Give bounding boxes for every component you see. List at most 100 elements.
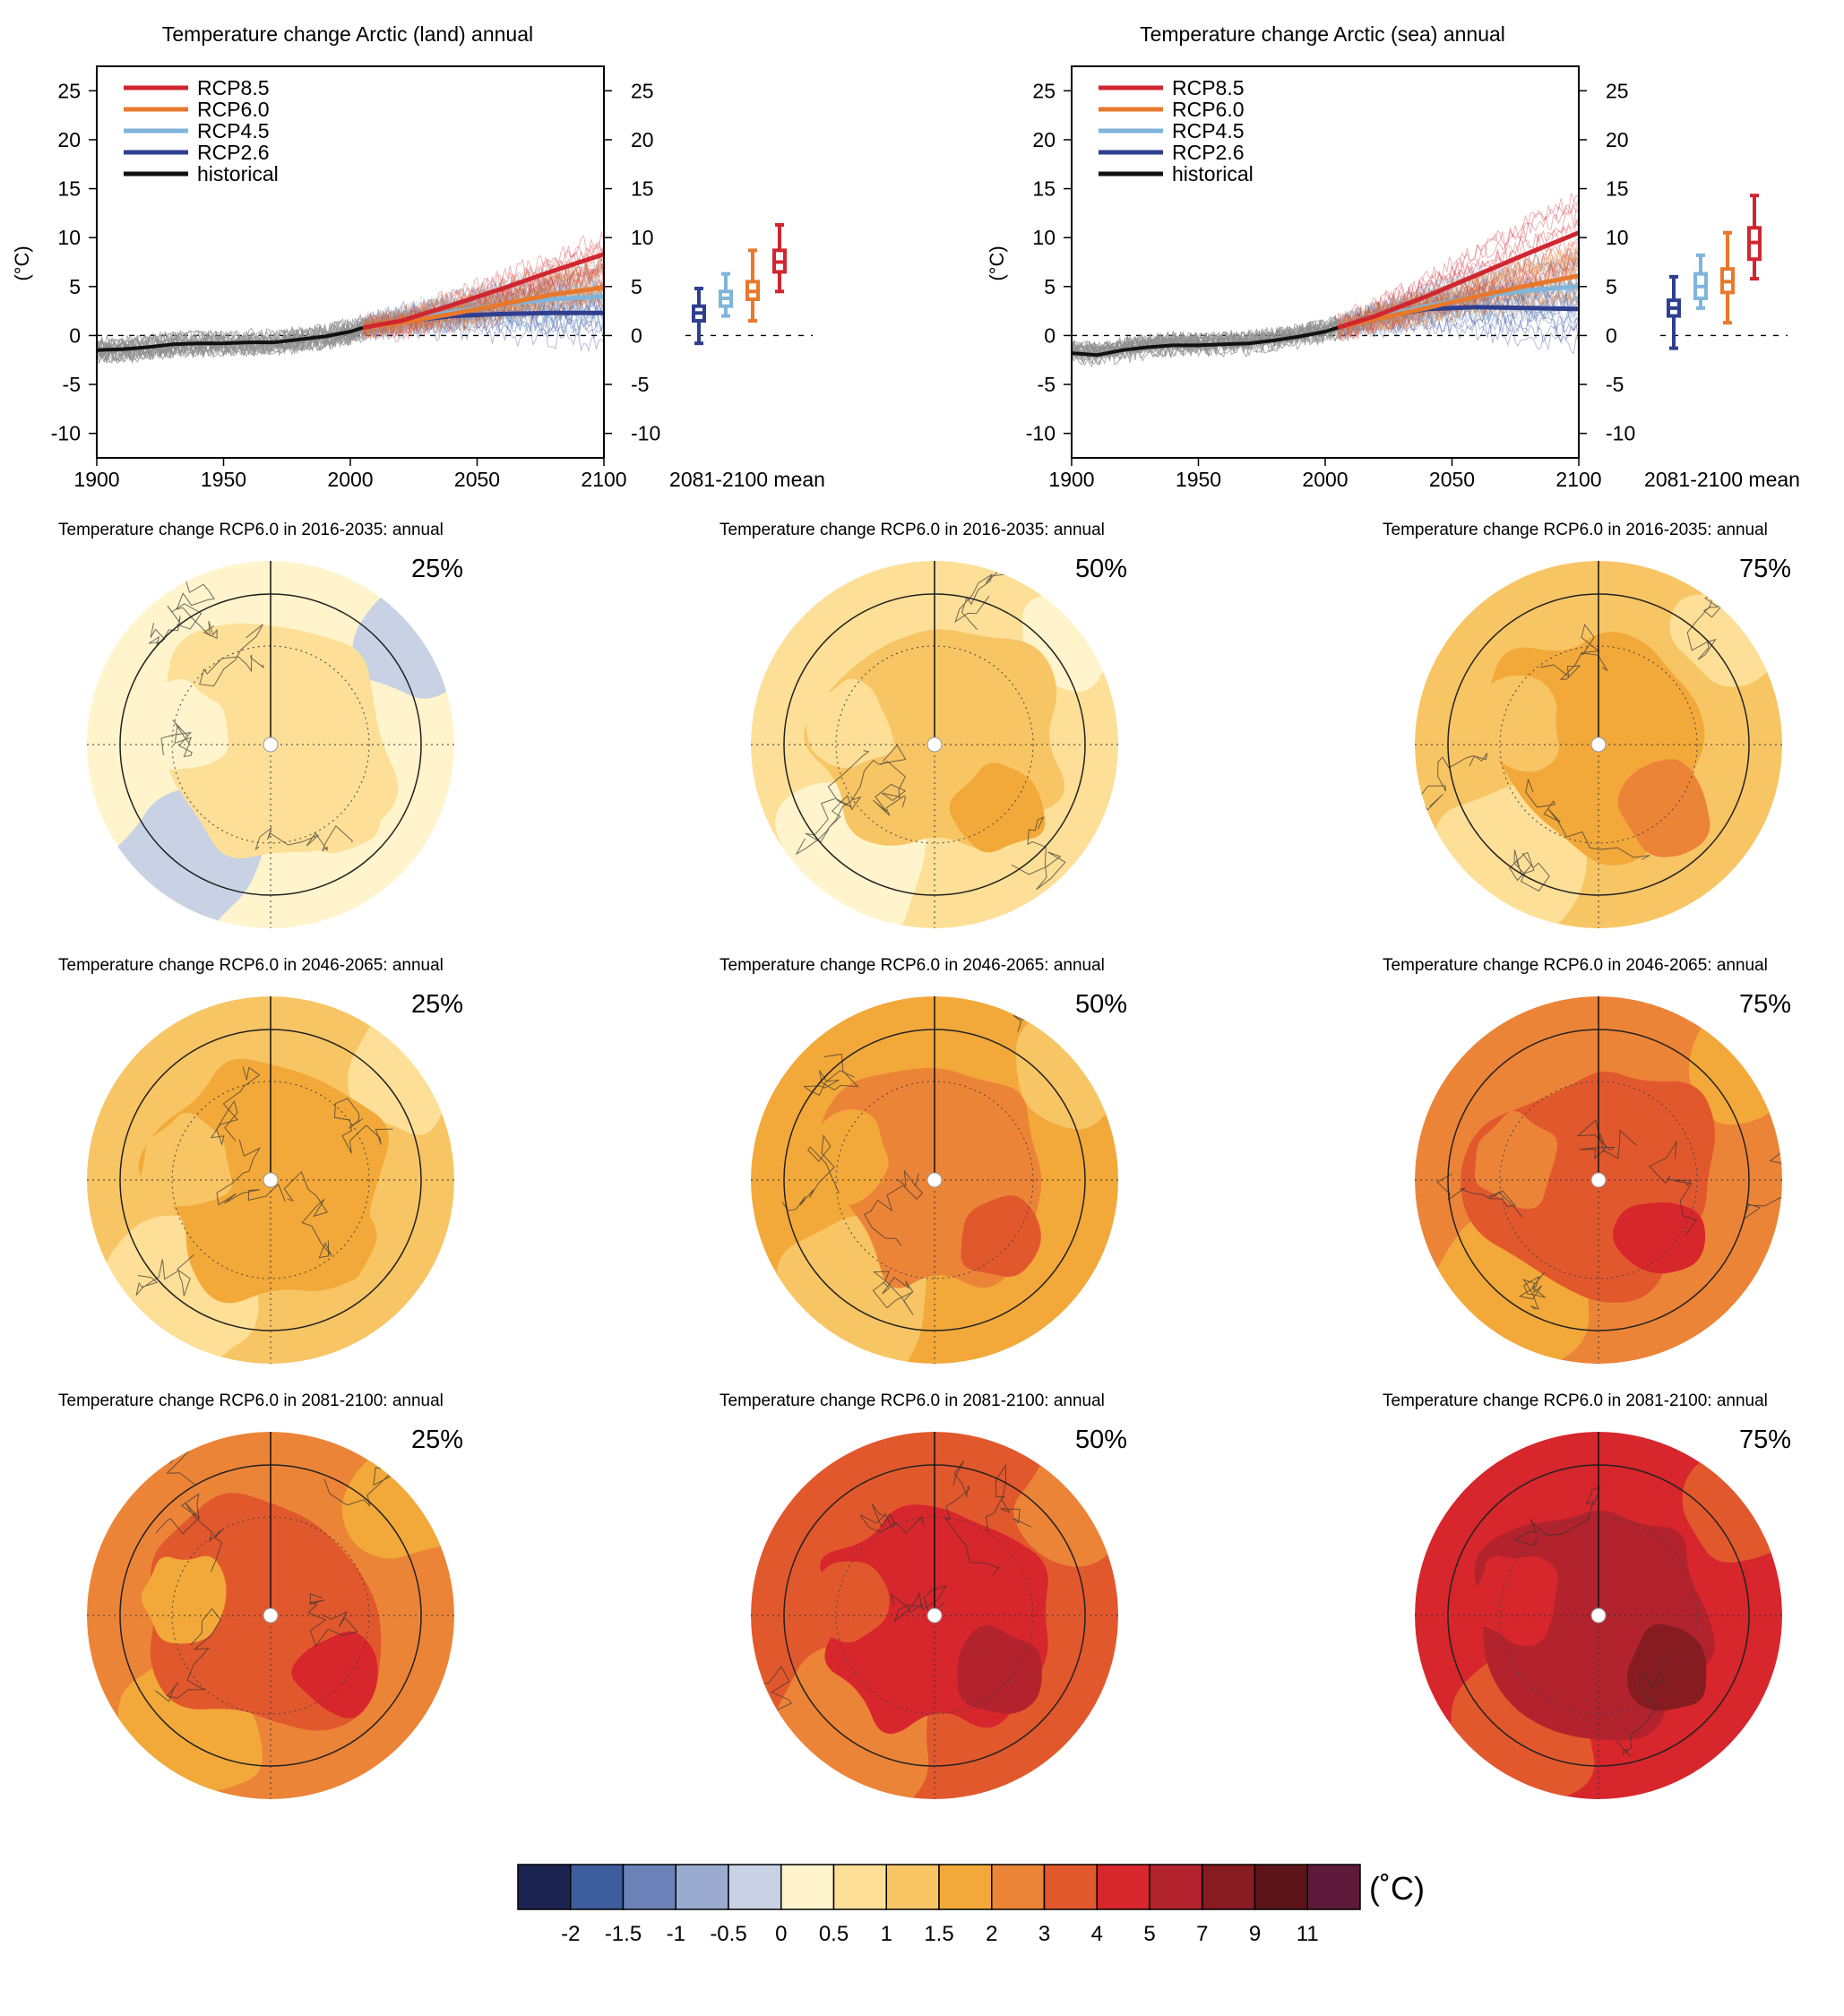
coastline (864, 1168, 924, 1246)
colorbar-cell (728, 1864, 782, 1910)
map-region-land (1469, 1555, 1558, 1647)
series-line-rcp60 (1337, 273, 1579, 331)
y-tick-label-right: -10 (1606, 422, 1635, 445)
colorbar-label: -1.5 (605, 1922, 642, 1946)
map-region-hot (961, 1195, 1041, 1278)
x-tick-label: 1950 (201, 468, 246, 491)
y-tick-label-right: 0 (631, 323, 642, 347)
ensemble-member-rcp45 (1337, 280, 1579, 338)
coastline (176, 574, 218, 640)
chart-title: Temperature change Arctic (land) annual (162, 22, 533, 46)
coastline (1742, 1142, 1782, 1221)
map-region-hot (949, 762, 1046, 853)
coastline (199, 624, 264, 687)
colorbar-label: 4 (1091, 1922, 1103, 1946)
ensemble-member-rcp60 (363, 294, 604, 340)
coastline (1615, 1654, 1670, 1757)
legend-entry: RCP2.6 (1172, 141, 1245, 164)
map-region-hot (1626, 1624, 1707, 1711)
y-tick-label: -10 (51, 422, 81, 445)
map-region-land (806, 678, 894, 768)
colorbar-label: 1 (881, 1922, 892, 1946)
legend-entry: RCP2.6 (197, 141, 270, 164)
map-title: Temperature change RCP6.0 in 2046-2065: … (720, 956, 1105, 975)
ensemble-member-rcp85 (362, 231, 604, 334)
coastline (873, 761, 907, 816)
legend-entry: RCP4.5 (1172, 119, 1245, 142)
north-pole-marker (263, 1607, 279, 1624)
map-field (87, 996, 454, 1364)
series-line-rcp85 (1337, 230, 1579, 331)
colorbar-cell (675, 1864, 729, 1910)
map-percentile: 25% (411, 1426, 463, 1454)
y-tick-label: -10 (1026, 422, 1056, 445)
coastline (1576, 1119, 1638, 1159)
ensemble-member-rcp85 (1337, 193, 1579, 333)
ensemble-member-rcp60 (362, 263, 604, 332)
ensemble-member-rcp60 (1338, 254, 1579, 330)
colorbar: -2 -1.5 -1 -0.5 0 0.5 1 1.5 2 3 4 5 7 9 11 (˚C) (517, 1864, 1425, 1946)
map-title: Temperature change RCP6.0 in 2081-2100: … (58, 1391, 444, 1410)
ensemble-member-rcp45 (362, 257, 604, 333)
y-tick-label: 0 (69, 323, 81, 347)
ensemble-member-rcp85 (1337, 252, 1579, 341)
map-region-hot (1617, 759, 1710, 857)
polar-map-panel: Temperature change RCP6.0 in 2016-2035: … (720, 521, 1127, 928)
map-percentile: 75% (1739, 555, 1791, 583)
coastline (155, 1493, 223, 1572)
y-tick-label: 20 (57, 128, 81, 151)
x-tick-label: 2000 (1302, 468, 1348, 491)
coastline (1649, 1141, 1698, 1236)
north-pole-marker (1590, 1607, 1607, 1624)
map-title: Temperature change RCP6.0 in 2081-2100: … (720, 1391, 1105, 1410)
y-axis-label: (°C) (11, 246, 33, 280)
ensemble-member-rcp26 (362, 320, 604, 353)
legend-entry: historical (197, 162, 279, 185)
series-line-historical (1072, 325, 1339, 358)
series-line-rcp85 (362, 252, 604, 331)
colorbar-cell (517, 1864, 572, 1910)
colorbar-cell (1306, 1864, 1361, 1910)
y-tick-label-right: -5 (631, 373, 649, 396)
ensemble-member-rcp60 (362, 280, 604, 337)
ensemble-member-rcp85 (362, 263, 604, 340)
y-tick-label: 15 (1032, 177, 1056, 201)
coastline (1514, 1486, 1601, 1546)
colorbar-label: 0.5 (819, 1922, 849, 1946)
ensemble-member-rcp85 (362, 285, 604, 343)
x-tick-label: 1950 (1176, 468, 1221, 491)
boxplot-xlabel: 2081-2100 mean (1644, 468, 1800, 491)
ensemble-member-historical (1072, 323, 1339, 358)
map-field (1415, 561, 1782, 928)
x-tick-label: 1900 (1048, 468, 1094, 491)
ensemble-member-historical (1072, 327, 1339, 368)
coastline (1686, 591, 1722, 660)
map-percentile: 50% (1075, 555, 1127, 583)
map-region-land (795, 1561, 890, 1643)
colorbar-label: 9 (1249, 1922, 1261, 1946)
ensemble-member-rcp85 (1337, 208, 1579, 336)
map-region-land (1463, 675, 1559, 772)
ensemble-member-rcp26 (1337, 318, 1579, 355)
north-pole-marker (263, 737, 279, 753)
polar-map-panel: Temperature change RCP6.0 in 2046-2065: … (1383, 956, 1791, 1364)
y-tick-label: 0 (1044, 323, 1056, 347)
map-region-land (141, 1555, 227, 1644)
map-percentile: 25% (411, 555, 463, 583)
y-tick-label-right: -10 (631, 422, 660, 445)
y-tick-label: 15 (57, 177, 81, 201)
ensemble-member-rcp60 (1337, 280, 1579, 336)
boxplot-xlabel: 2081-2100 mean (669, 468, 825, 491)
y-tick-label-right: 20 (1606, 128, 1629, 151)
map-field (87, 1432, 454, 1799)
coastline (307, 1593, 358, 1648)
y-tick-label: 5 (1044, 275, 1056, 298)
y-tick-label-right: 25 (1606, 79, 1629, 102)
map-region-land (1474, 1110, 1557, 1210)
colorbar-label: 2 (986, 1922, 997, 1946)
y-tick-label-right: 10 (631, 226, 654, 249)
coastline (827, 744, 907, 831)
ensemble-member-rcp26 (362, 295, 604, 334)
map-region-hot (297, 757, 381, 854)
